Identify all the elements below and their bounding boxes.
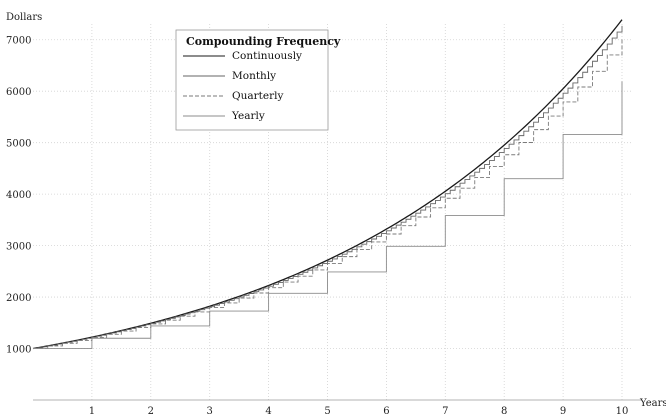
x-axis-title: Years: [639, 398, 666, 409]
series-line-quarterly: [33, 37, 623, 349]
x-tick-label: 6: [383, 406, 389, 417]
x-tick-label: 4: [265, 406, 271, 417]
y-tick-label: 6000: [6, 87, 31, 98]
series-line-monthly: [33, 25, 623, 349]
legend: Compounding Frequency Continuously Monthl…: [175, 29, 341, 131]
x-tick-label: 8: [501, 406, 507, 417]
grid-lines: [33, 24, 632, 400]
y-axis-title: Dollars: [6, 12, 42, 23]
legend-label-monthly: Monthly: [232, 70, 276, 82]
y-tick-label: 7000: [6, 36, 31, 47]
x-tick-label: 10: [616, 406, 629, 417]
x-tick-label: 9: [560, 406, 566, 417]
x-tick-label: 7: [442, 406, 448, 417]
legend-label-continuously: Continuously: [232, 50, 302, 62]
axes: 1000 2000 3000 4000 5000 6000 7000 1 2 3 4 5 6 7 8 9 10: [6, 36, 642, 417]
legend-box: [175, 29, 329, 131]
x-tick-label: 5: [324, 406, 330, 417]
x-tick-label: 2: [148, 406, 154, 417]
legend-title: Compounding Frequency: [186, 35, 341, 48]
series-line-yearly: [33, 81, 623, 349]
legend-label-quarterly: Quarterly: [232, 90, 283, 102]
x-tick-label: 3: [207, 406, 213, 417]
y-tick-label: 2000: [6, 293, 31, 304]
y-tick-label: 1000: [6, 345, 31, 356]
y-tick-label: 5000: [6, 139, 31, 150]
y-tick-label: 3000: [6, 242, 31, 253]
y-tick-label: 4000: [6, 190, 31, 201]
series-lines: [32, 19, 623, 350]
legend-label-yearly: Yearly: [231, 110, 265, 122]
x-tick-label: 1: [89, 406, 95, 417]
legend-items: Continuously Monthly Quarterly Yearly: [183, 50, 302, 122]
